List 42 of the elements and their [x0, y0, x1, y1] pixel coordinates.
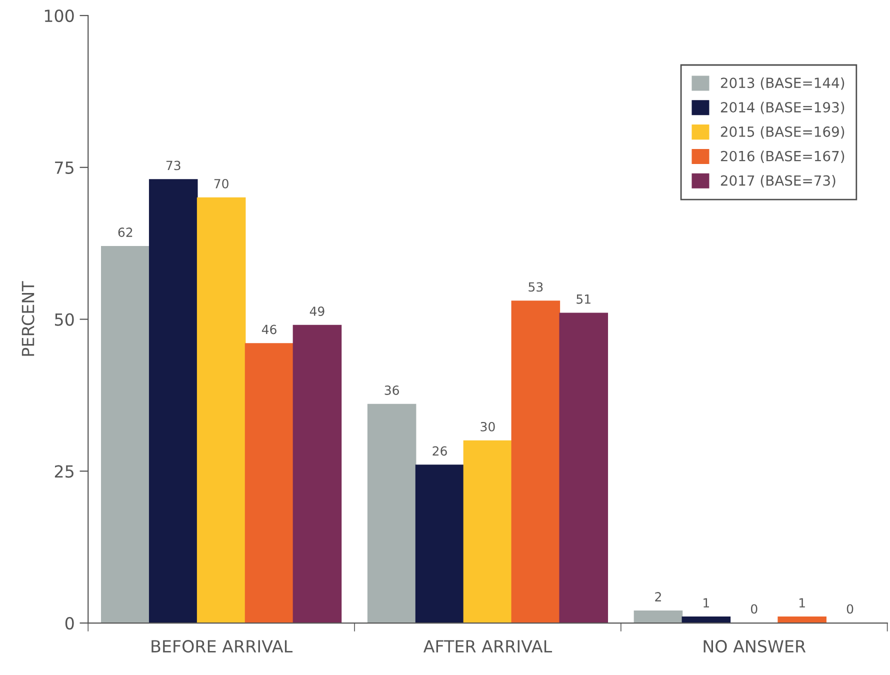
- y-tick-label: 0: [65, 616, 74, 630]
- bar: [463, 440, 512, 624]
- y-tick-label: 100: [44, 9, 74, 22]
- data-label: 73: [166, 160, 180, 170]
- y-tick-label: 75: [55, 162, 74, 174]
- bar: [559, 312, 608, 624]
- y-tick-label: 50: [54, 313, 74, 326]
- y-tick-label: 25: [54, 465, 74, 478]
- data-label: 2: [655, 592, 661, 602]
- legend-label: 2016 (BASE=167): [720, 150, 844, 163]
- x-tick-label: BEFORE ARRIVAL: [152, 640, 293, 653]
- bar: [415, 464, 464, 624]
- data-label: 53: [528, 282, 543, 292]
- data-label: 1: [799, 598, 805, 608]
- bar: [244, 343, 294, 624]
- bar: [148, 179, 198, 624]
- legend-label: 2017 (BASE=73): [720, 175, 836, 188]
- bar: [196, 197, 246, 624]
- data-label: 51: [576, 294, 590, 304]
- data-label: 1: [704, 598, 709, 608]
- data-label: 0: [846, 604, 854, 614]
- data-label: 0: [750, 604, 758, 614]
- y-axis-title: PERCENT: [22, 281, 34, 356]
- x-tick-label: NO ANSWER: [704, 640, 806, 653]
- data-label: 49: [310, 306, 324, 316]
- data-label: 30: [480, 422, 495, 432]
- bar: [778, 616, 826, 624]
- bar: [682, 616, 731, 624]
- data-label: 46: [262, 324, 276, 334]
- bar: [634, 610, 683, 624]
- legend-label: 2013 (BASE=144): [720, 77, 844, 90]
- data-label: 62: [118, 228, 132, 238]
- data-label: 36: [384, 386, 399, 395]
- data-label: 26: [432, 446, 447, 456]
- legend-label: 2015 (BASE=169): [720, 126, 844, 139]
- data-label: 70: [214, 178, 228, 188]
- bar: [367, 404, 416, 624]
- bar: [292, 324, 342, 624]
- x-tick-label: AFTER ARRIVAL: [423, 640, 552, 652]
- bar: [511, 300, 560, 624]
- bar: [101, 246, 150, 624]
- legend-label: 2014 (BASE=193): [720, 102, 844, 114]
